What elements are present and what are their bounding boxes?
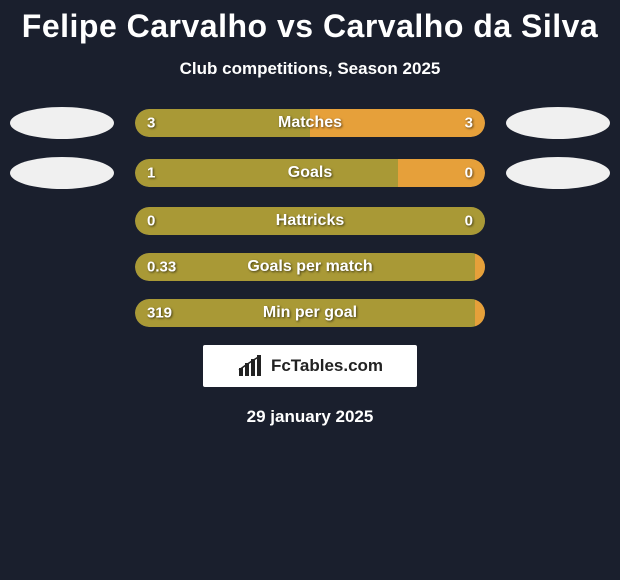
- stat-value-left: 0.33: [147, 259, 176, 276]
- left-avatar-slot: [7, 157, 117, 189]
- right-avatar-slot: [503, 107, 613, 139]
- stat-label: Matches: [278, 114, 342, 132]
- stat-value-left: 0: [147, 213, 155, 230]
- stat-value-right: 0: [465, 213, 473, 230]
- page-title: Felipe Carvalho vs Carvalho da Silva: [0, 8, 620, 45]
- date-text: 29 january 2025: [0, 407, 620, 427]
- stat-row: 319 Min per goal: [0, 299, 620, 327]
- stat-value-right: 3: [465, 115, 473, 132]
- stat-row: 3 3 Matches: [0, 107, 620, 139]
- stat-bar: 319 Min per goal: [135, 299, 485, 327]
- stat-label: Min per goal: [263, 304, 357, 322]
- player-avatar-left: [10, 157, 114, 189]
- stat-label: Goals per match: [247, 258, 372, 276]
- stat-bar: 0 0 Hattricks: [135, 207, 485, 235]
- bar-segment-right: [475, 253, 486, 281]
- stat-value-left: 3: [147, 115, 155, 132]
- stats-list: 3 3 Matches 1 0 Goals 0 0 Hattricks 0.33 Goals per…: [0, 107, 620, 327]
- stat-label: Hattricks: [276, 212, 344, 230]
- stat-bar: 0.33 Goals per match: [135, 253, 485, 281]
- stat-label: Goals: [288, 164, 332, 182]
- stat-value-right: 0: [465, 165, 473, 182]
- stat-bar: 1 0 Goals: [135, 159, 485, 187]
- brand-text: FcTables.com: [271, 356, 383, 376]
- right-avatar-slot: [503, 157, 613, 189]
- stat-value-left: 1: [147, 165, 155, 182]
- player-avatar-right: [506, 157, 610, 189]
- comparison-widget: Felipe Carvalho vs Carvalho da Silva Clu…: [0, 0, 620, 427]
- bar-segment-left: [135, 159, 398, 187]
- stat-bar: 3 3 Matches: [135, 109, 485, 137]
- player-avatar-left: [10, 107, 114, 139]
- left-avatar-slot: [7, 107, 117, 139]
- brand-badge: FcTables.com: [203, 345, 417, 387]
- stat-value-left: 319: [147, 305, 172, 322]
- chart-icon: [237, 354, 265, 378]
- bar-segment-right: [475, 299, 486, 327]
- player-avatar-right: [506, 107, 610, 139]
- stat-row: 0.33 Goals per match: [0, 253, 620, 281]
- stat-row: 1 0 Goals: [0, 157, 620, 189]
- subtitle: Club competitions, Season 2025: [0, 59, 620, 79]
- stat-row: 0 0 Hattricks: [0, 207, 620, 235]
